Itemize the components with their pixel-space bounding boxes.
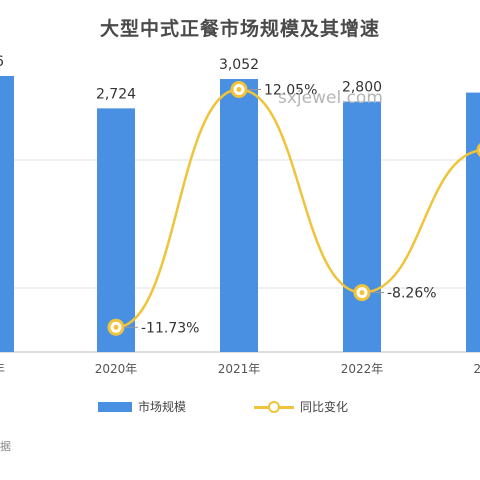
legend-bar-label: 市场规模 bbox=[138, 400, 187, 414]
watermark: sxjewel.com bbox=[278, 88, 383, 108]
bar bbox=[220, 79, 258, 352]
bar-value-label: 3,052 bbox=[219, 57, 259, 73]
bar-value-label: 2,800 bbox=[342, 80, 382, 96]
x-tick-label: 2021年 bbox=[218, 362, 261, 376]
legend-item-line: 同比变化 bbox=[254, 398, 348, 415]
legend-bar-swatch bbox=[98, 401, 132, 412]
bar-value-label: 2,724 bbox=[96, 86, 136, 102]
growth-point-center bbox=[359, 290, 365, 296]
legend: 市场规模 同比变化 bbox=[0, 398, 480, 420]
bar bbox=[97, 108, 135, 352]
growth-value-label: -8.26% bbox=[387, 286, 437, 302]
growth-point-center bbox=[113, 324, 119, 330]
legend-line-label: 同比变化 bbox=[300, 400, 349, 414]
x-tick-label: 2022年 bbox=[341, 362, 384, 376]
legend-item-bar: 市场规模 bbox=[98, 398, 186, 415]
bar bbox=[0, 75, 14, 353]
x-tick-label: 0年 bbox=[0, 362, 5, 376]
legend-line-swatch bbox=[254, 400, 294, 413]
bar bbox=[466, 92, 480, 352]
x-tick-label: 2020年 bbox=[95, 362, 138, 376]
x-tick-label: 202 bbox=[474, 362, 480, 376]
growth-value-label: -11.73% bbox=[141, 320, 199, 336]
source-note: 据 bbox=[0, 440, 11, 453]
bar-value-label: 86 bbox=[0, 54, 4, 70]
growth-value-label: 12.05% bbox=[264, 83, 317, 99]
growth-line bbox=[115, 88, 480, 329]
growth-point-center bbox=[236, 87, 242, 92]
chart-title: 大型中式正餐市场规模及其增速 bbox=[99, 18, 380, 40]
bar bbox=[343, 101, 381, 352]
